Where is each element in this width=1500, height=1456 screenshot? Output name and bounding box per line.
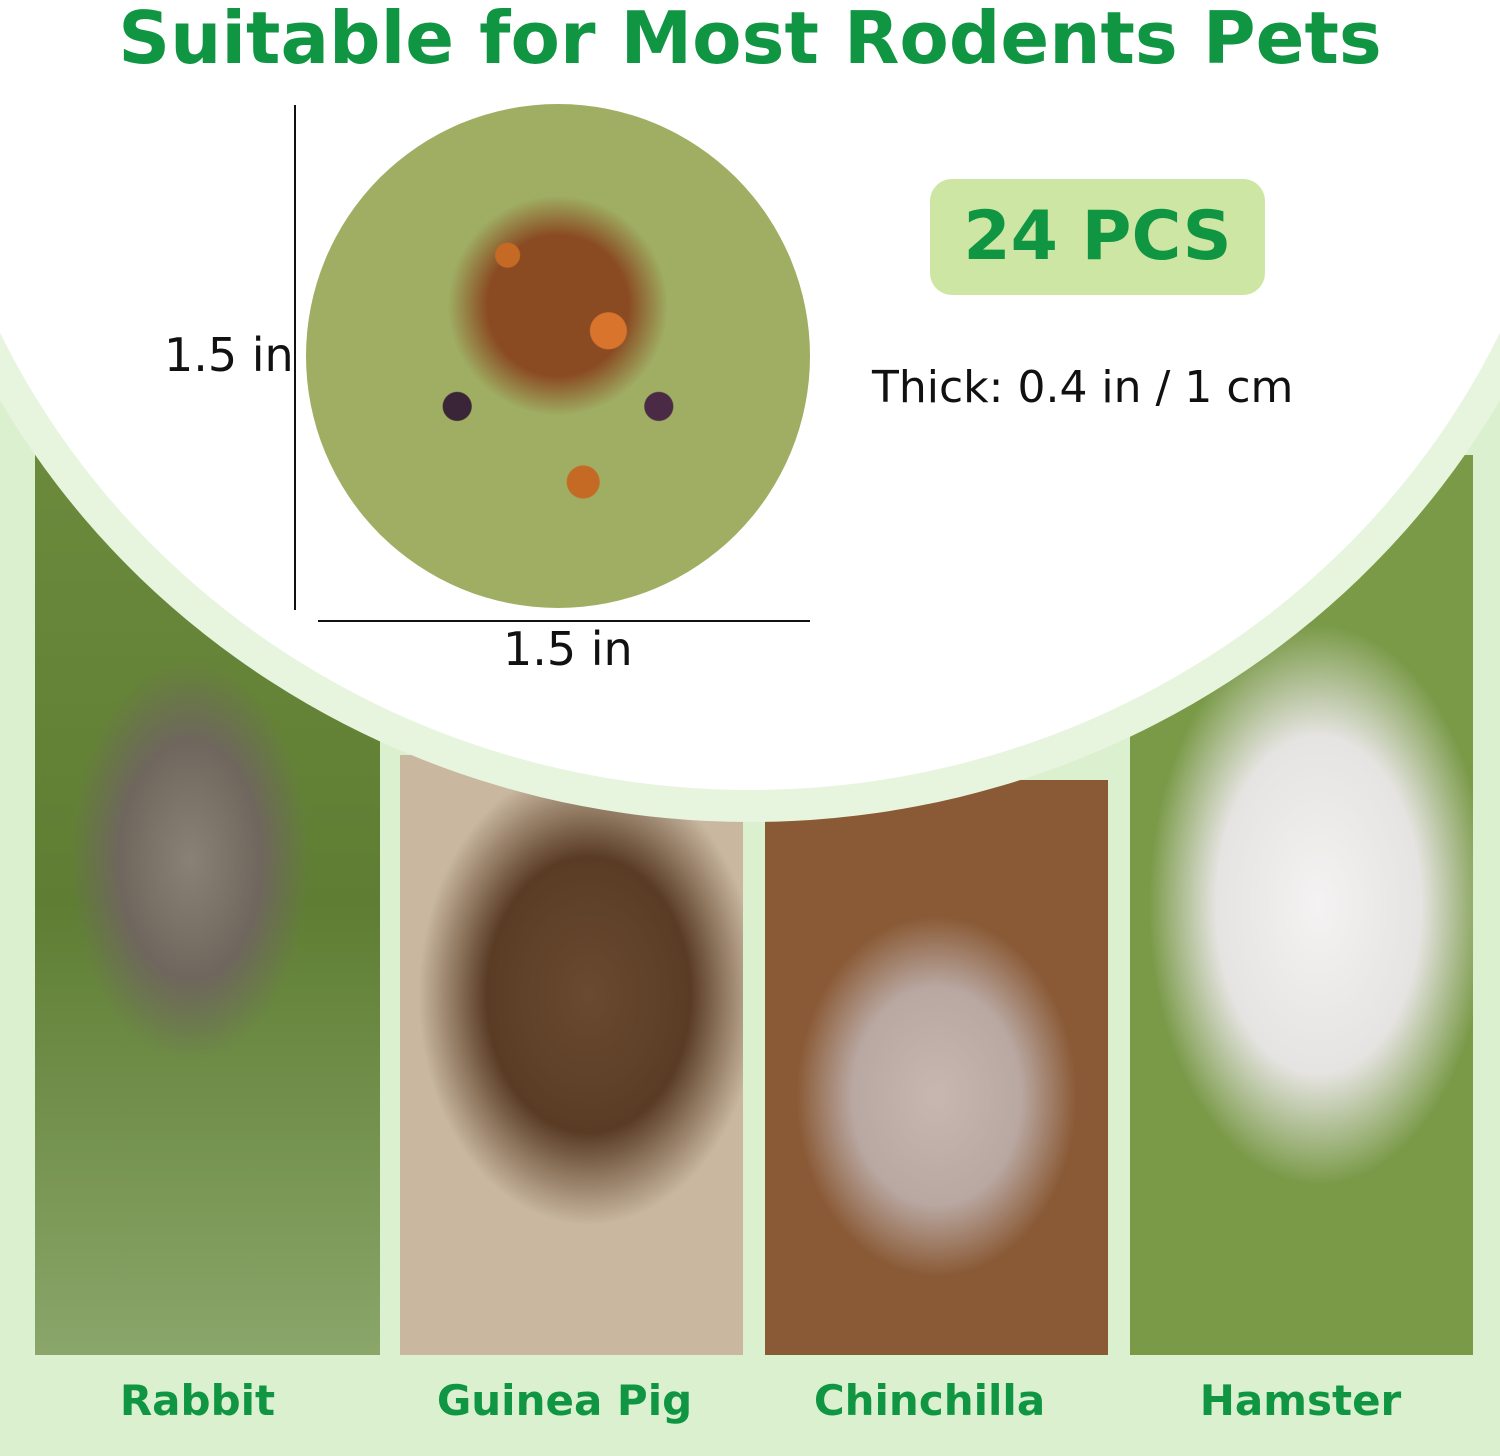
pet-label-guinea-pig: Guinea Pig [436,1376,693,1425]
treat-biscuit-image [306,104,810,608]
pet-label-rabbit: Rabbit [119,1376,276,1425]
page-title: Suitable for Most Rodents Pets [118,0,1382,80]
width-label: 1.5 in [503,622,633,676]
count-badge: 24 PCS [930,179,1265,295]
chinchilla-photo [765,780,1108,1355]
height-label: 1.5 in [164,328,294,382]
width-arrow [318,620,810,622]
height-arrow [294,105,296,610]
thickness-text: Thick: 0.4 in / 1 cm [872,362,1294,413]
guinea-pig-photo [400,755,743,1355]
pet-label-chinchilla: Chinchilla [813,1376,1046,1425]
pet-label-hamster: Hamster [1199,1376,1402,1425]
